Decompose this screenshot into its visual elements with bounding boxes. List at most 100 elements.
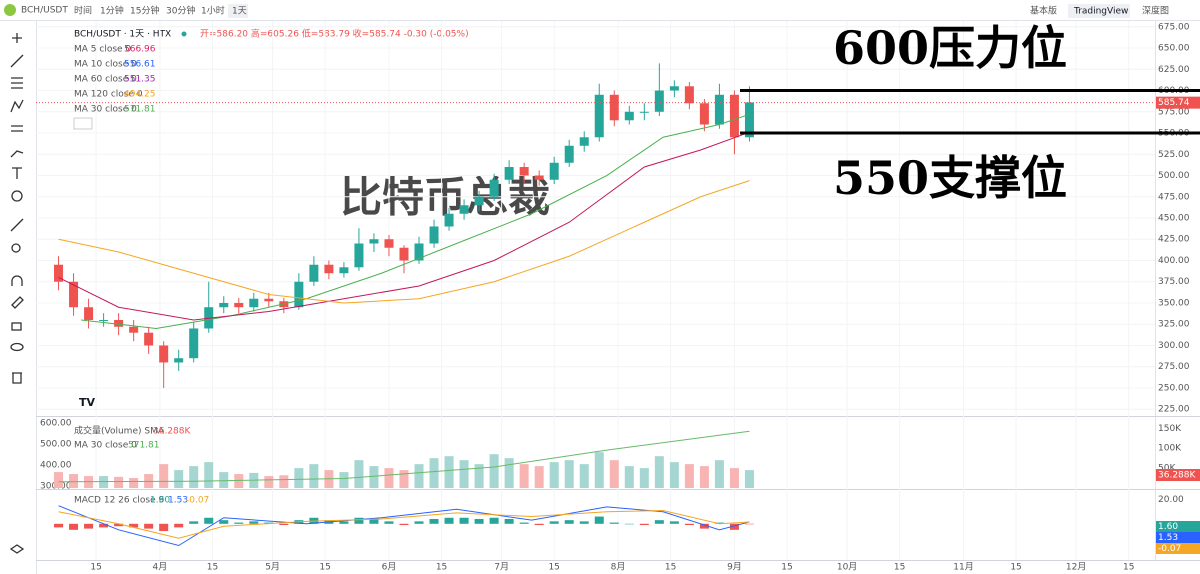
- interval-button[interactable]: 1分钟: [100, 5, 124, 17]
- view-button[interactable]: 深度图: [1142, 5, 1169, 17]
- macd-tag-label: -0.07: [1158, 544, 1181, 554]
- interval-button[interactable]: 1小时: [201, 5, 225, 17]
- volume-bar: [264, 476, 274, 488]
- hide-tool[interactable]: [10, 342, 24, 352]
- candle-body: [294, 281, 304, 308]
- macd-line: [58, 505, 750, 547]
- magnet-tool[interactable]: [11, 275, 23, 286]
- candle-body: [489, 179, 499, 197]
- candle-body: [444, 213, 454, 227]
- line-tool[interactable]: [10, 54, 24, 68]
- view-button[interactable]: TradingView: [1073, 7, 1128, 17]
- volume-tick-label: 150K: [1158, 424, 1182, 434]
- candle-body: [624, 111, 634, 121]
- emoji-tool[interactable]: [11, 190, 23, 202]
- volume-bar: [729, 468, 739, 488]
- volume-bar: [654, 456, 664, 488]
- candle-body: [309, 264, 319, 282]
- collapse-button[interactable]: [73, 117, 93, 130]
- status-dot: [181, 31, 187, 37]
- volume-last: 36.288K: [153, 427, 191, 437]
- macd-histogram: [354, 517, 364, 524]
- volume-bar: [474, 464, 484, 488]
- macd-tag: [1156, 521, 1200, 532]
- x-tick-label: 10月: [837, 562, 857, 573]
- symbol-icon: [4, 4, 16, 16]
- ohlc-text: 开=586.20 高=605.26 低=583.79 收=585.74 -0.3…: [200, 28, 469, 40]
- candle-body: [504, 167, 514, 180]
- candle-body: [234, 302, 244, 308]
- candle-body: [459, 205, 469, 214]
- interval-button[interactable]: 30分钟: [166, 5, 195, 17]
- volume-bar: [489, 454, 499, 488]
- macd-histogram: [519, 522, 529, 524]
- candle-body: [654, 90, 664, 112]
- macd-histogram: [639, 523, 649, 525]
- lock-tool[interactable]: [11, 322, 22, 331]
- candle-body: [684, 86, 694, 104]
- volume-bar: [174, 470, 184, 488]
- candle-body: [324, 264, 334, 274]
- candle-body: [69, 281, 79, 308]
- draw-lock[interactable]: [11, 296, 24, 309]
- x-tick-label: 15: [319, 563, 330, 573]
- macd-histogram: [384, 521, 394, 524]
- candle-body: [249, 298, 259, 308]
- pattern-tool[interactable]: [10, 99, 24, 113]
- candle-body: [189, 328, 199, 359]
- ruler-tool[interactable]: [10, 218, 24, 232]
- forecast-tool[interactable]: [11, 125, 23, 132]
- fib-tool[interactable]: [11, 77, 23, 89]
- volume-ma-tick-label: 500.00: [40, 439, 72, 449]
- candle-body: [114, 319, 124, 327]
- macd-tick-label: 20.00: [1158, 495, 1184, 505]
- volume-bar: [744, 470, 754, 488]
- ma-legend-value: 571.81: [124, 105, 156, 115]
- x-tick-label: 9月: [727, 562, 742, 573]
- volume-bar: [624, 466, 634, 488]
- volume-tag-label: 36.288K: [1158, 471, 1196, 481]
- volume-bar: [414, 464, 424, 488]
- volume-bar: [684, 464, 694, 488]
- macd-histogram: [219, 520, 229, 524]
- trash-tool[interactable]: [12, 372, 22, 384]
- view-button[interactable]: 基本版: [1030, 5, 1057, 17]
- volume-bar: [369, 466, 379, 488]
- candle-body: [594, 94, 604, 138]
- macd-tag-label: 1.53: [1158, 533, 1178, 543]
- y-tick-label: 475.00: [1158, 192, 1190, 202]
- interval-button[interactable]: 时间: [74, 5, 92, 17]
- macd-histogram: [699, 523, 709, 529]
- ma-legend-label: MA 30 close 0: [74, 105, 137, 115]
- layers-tool[interactable]: [9, 544, 25, 554]
- candle-body: [54, 264, 64, 282]
- candle-body: [429, 226, 439, 244]
- interval-button[interactable]: 15分钟: [130, 5, 159, 17]
- volume-bar: [159, 464, 169, 488]
- ma-legend-value: 494.25: [124, 90, 156, 100]
- text-tool[interactable]: [12, 167, 22, 179]
- candle-body: [174, 358, 184, 363]
- candle-body: [339, 267, 349, 274]
- candle-body: [264, 298, 274, 302]
- zoom-tool[interactable]: [11, 243, 21, 253]
- volume-bar: [384, 468, 394, 488]
- level-label: 550支撑位: [833, 151, 1067, 205]
- candle-body: [354, 243, 364, 268]
- ma-line: [58, 131, 750, 321]
- symbol-label[interactable]: BCH/USDT: [21, 6, 68, 16]
- candle-body: [729, 94, 739, 138]
- brush-tool[interactable]: [10, 150, 24, 158]
- volume-bar: [354, 460, 364, 488]
- y-tick-label: 300.00: [1158, 341, 1190, 351]
- ma-legend-label: MA 120 close 0: [74, 90, 143, 100]
- volume-bar: [579, 464, 589, 488]
- legend-title: BCH/USDT · 1天 · HTX: [74, 30, 171, 40]
- x-tick-label: 12月: [1066, 562, 1086, 573]
- cursor-tool[interactable]: [12, 33, 22, 43]
- volume-bar: [294, 468, 304, 488]
- drawing-tools[interactable]: [9, 33, 25, 554]
- macd-title: MACD 12 26 close 9: [74, 496, 165, 506]
- interval-button[interactable]: 1天: [232, 7, 247, 17]
- volume-tick-label: 100K: [1158, 444, 1182, 454]
